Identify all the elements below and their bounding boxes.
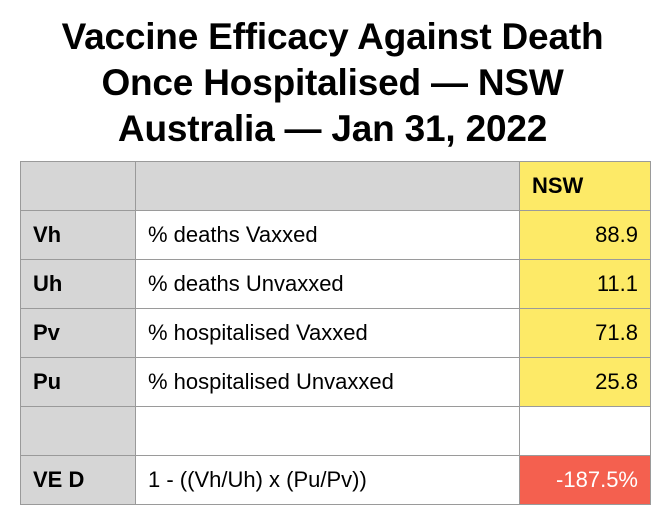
- row-value: 71.8: [519, 308, 651, 358]
- efficacy-table: NSW Vh % deaths Vaxxed 88.9 Uh % deaths …: [20, 161, 651, 505]
- result-value: -187.5%: [519, 455, 651, 505]
- table-row-empty: [20, 406, 651, 456]
- row-description: % hospitalised Unvaxxed: [135, 357, 520, 407]
- row-label: [20, 406, 136, 456]
- row-description: 1 - ((Vh/Uh) x (Pu/Pv)): [135, 455, 520, 505]
- table-row-ve-d: VE D 1 - ((Vh/Uh) x (Pu/Pv)) -187.5%: [20, 455, 651, 505]
- title-line-2: Once Hospitalised — NSW: [101, 62, 564, 103]
- row-label: VE D: [20, 455, 136, 505]
- page-title: Vaccine Efficacy Against Death Once Hosp…: [0, 14, 665, 152]
- row-description: [135, 406, 520, 456]
- row-value: [519, 406, 651, 456]
- row-description: % deaths Unvaxxed: [135, 259, 520, 309]
- column-header-nsw: NSW: [519, 161, 651, 211]
- header-description-cell: [135, 161, 520, 211]
- table-row-pv: Pv % hospitalised Vaxxed 71.8: [20, 308, 651, 358]
- row-label: Pv: [20, 308, 136, 358]
- row-label: Uh: [20, 259, 136, 309]
- row-description: % deaths Vaxxed: [135, 210, 520, 260]
- table-header-row: NSW: [20, 161, 651, 211]
- table-row-vh: Vh % deaths Vaxxed 88.9: [20, 210, 651, 260]
- table-row-pu: Pu % hospitalised Unvaxxed 25.8: [20, 357, 651, 407]
- title-line-3: Australia — Jan 31, 2022: [117, 108, 548, 149]
- row-value: 88.9: [519, 210, 651, 260]
- row-value: 25.8: [519, 357, 651, 407]
- title-line-1: Vaccine Efficacy Against Death: [61, 16, 604, 57]
- header-corner-cell: [20, 161, 136, 211]
- row-label: Vh: [20, 210, 136, 260]
- row-value: 11.1: [519, 259, 651, 309]
- row-description: % hospitalised Vaxxed: [135, 308, 520, 358]
- row-label: Pu: [20, 357, 136, 407]
- table-row-uh: Uh % deaths Unvaxxed 11.1: [20, 259, 651, 309]
